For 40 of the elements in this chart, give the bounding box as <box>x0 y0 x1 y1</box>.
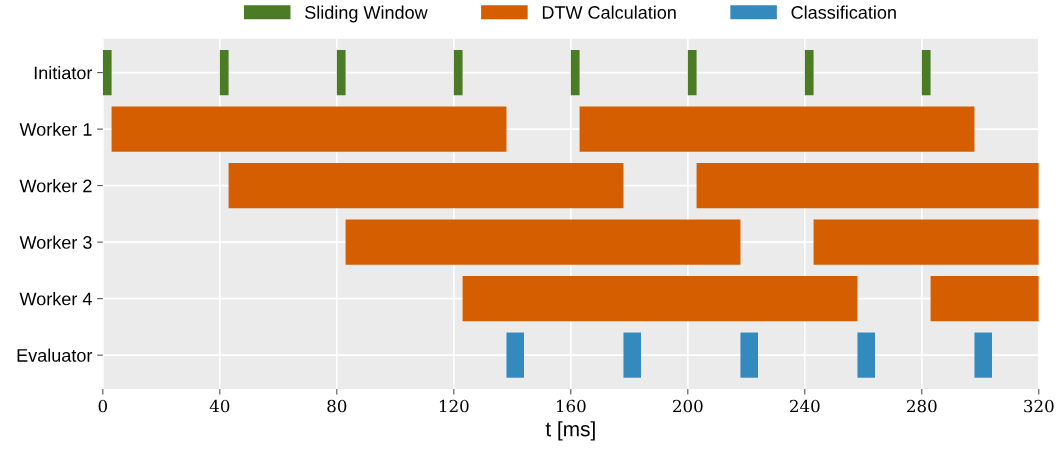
x-tick-label: 40 <box>209 399 230 413</box>
bar <box>857 332 875 378</box>
bar <box>102 49 112 96</box>
x-axis-title: t [ms] <box>545 421 595 441</box>
x-tick-label: 120 <box>439 399 469 413</box>
legend-label: Sliding Window <box>305 5 428 23</box>
bar <box>111 106 507 152</box>
bar <box>345 219 741 265</box>
bar <box>453 49 463 96</box>
bar <box>506 332 525 378</box>
bar <box>623 332 642 378</box>
bar <box>219 49 229 96</box>
bar <box>462 276 858 322</box>
bar <box>570 49 580 96</box>
y-tick-label: Initiator <box>34 66 93 80</box>
x-tick-label: 160 <box>556 399 586 413</box>
y-tick-label: Evaluator <box>17 348 93 362</box>
x-tick-label: 320 <box>1024 399 1054 413</box>
x-tick-label: 280 <box>907 399 937 413</box>
bar <box>930 276 1039 322</box>
bar <box>813 219 1039 265</box>
bar <box>740 332 759 378</box>
bar <box>921 49 931 96</box>
legend-label: Classification <box>791 5 896 19</box>
bar <box>336 49 346 96</box>
x-tick-label: 200 <box>673 399 703 413</box>
bar <box>228 162 624 209</box>
y-tick-label: Worker 2 <box>19 179 92 193</box>
x-tick-label: 240 <box>790 399 820 413</box>
y-tick-label: Worker 3 <box>19 235 92 249</box>
bar <box>687 49 697 96</box>
bar <box>804 49 814 96</box>
y-tick-label: Worker 1 <box>19 122 92 136</box>
x-tick-label: 0 <box>98 399 108 413</box>
bar <box>696 162 1039 209</box>
y-tick-label: Worker 4 <box>19 292 92 306</box>
bar <box>974 332 992 378</box>
x-tick-label: 80 <box>327 399 347 413</box>
bar <box>579 106 975 152</box>
legend-label: DTW Calculation <box>542 5 676 19</box>
